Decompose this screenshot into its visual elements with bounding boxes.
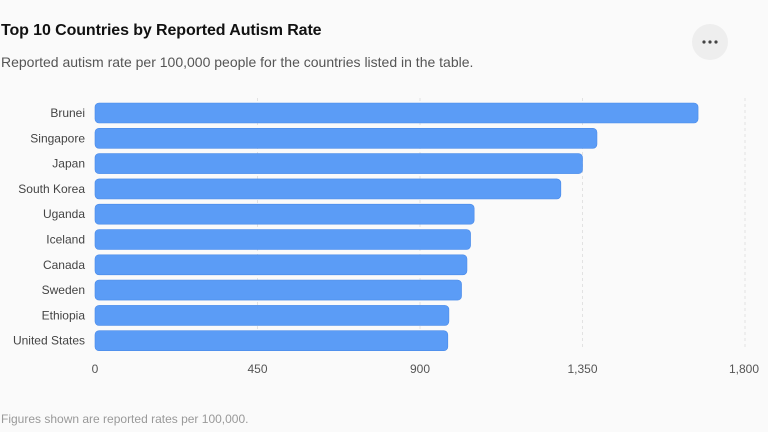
bar <box>94 153 583 174</box>
tick-label: 0 <box>92 362 99 376</box>
category-label: Uganda <box>43 207 85 221</box>
more-options-button[interactable] <box>692 24 728 60</box>
bar <box>94 330 449 351</box>
category-label: Canada <box>43 258 85 272</box>
more-horizontal-icon <box>702 40 718 44</box>
chart-subtitle: Reported autism rate per 100,000 people … <box>1 54 474 70</box>
tick-label: 1,350 <box>567 362 597 376</box>
bar <box>94 254 468 276</box>
category-label: Japan <box>52 157 85 171</box>
tick-label: 1,800 <box>729 362 759 376</box>
bar <box>94 102 699 124</box>
tick-label: 900 <box>410 362 430 376</box>
bar <box>94 279 462 301</box>
category-label: South Korea <box>18 182 85 196</box>
bar <box>94 127 598 149</box>
category-label: Iceland <box>46 233 85 247</box>
category-label: Ethiopia <box>42 308 86 322</box>
bar <box>94 178 562 200</box>
bar <box>94 203 475 225</box>
category-label: United States <box>13 334 85 348</box>
category-label: Sweden <box>42 283 85 297</box>
chart-title: Top 10 Countries by Reported Autism Rate <box>1 22 322 39</box>
category-label: Brunei <box>50 106 85 120</box>
bar <box>94 229 471 250</box>
footer-note: Figures shown are reported rates per 100… <box>1 412 249 426</box>
tick-label: 450 <box>247 362 267 376</box>
bar-chart: Brunei Singapore Japan South Korea Uganda Ice… <box>13 98 759 376</box>
category-label: Singapore <box>30 131 85 145</box>
bar <box>94 305 450 326</box>
